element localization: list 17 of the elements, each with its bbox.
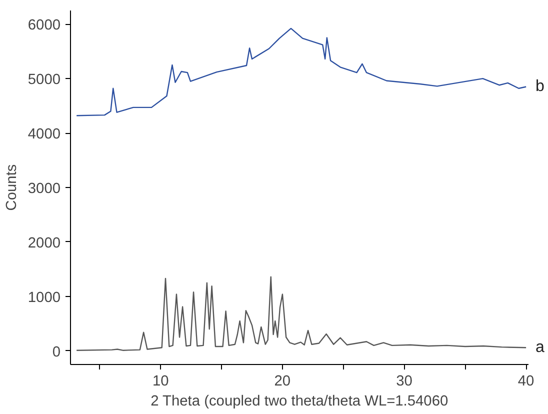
line-series (76, 276, 527, 351)
x-tick-label: 30 (396, 374, 412, 390)
y-tick-label: 4000 (28, 126, 61, 143)
series-label: b (536, 78, 544, 96)
line-series (76, 28, 527, 116)
x-tick-label: 10 (152, 374, 169, 390)
series-label: a (536, 339, 544, 356)
y-tick-label: 5000 (28, 72, 61, 88)
y-tick-label: 2000 (28, 235, 61, 252)
y-tick-label: 6000 (28, 18, 61, 34)
y-axis-title: Counts (4, 164, 20, 211)
y-tick-label: 1000 (28, 290, 61, 306)
y-tick-label: 0 (52, 344, 61, 360)
x-tick-label: 20 (274, 374, 291, 390)
x-axis-title: 2 Theta (coupled two theta/theta WL=1.54060 (150, 394, 448, 410)
x-tick-label: 40 (518, 374, 534, 390)
y-tick-label: 3000 (28, 181, 61, 197)
